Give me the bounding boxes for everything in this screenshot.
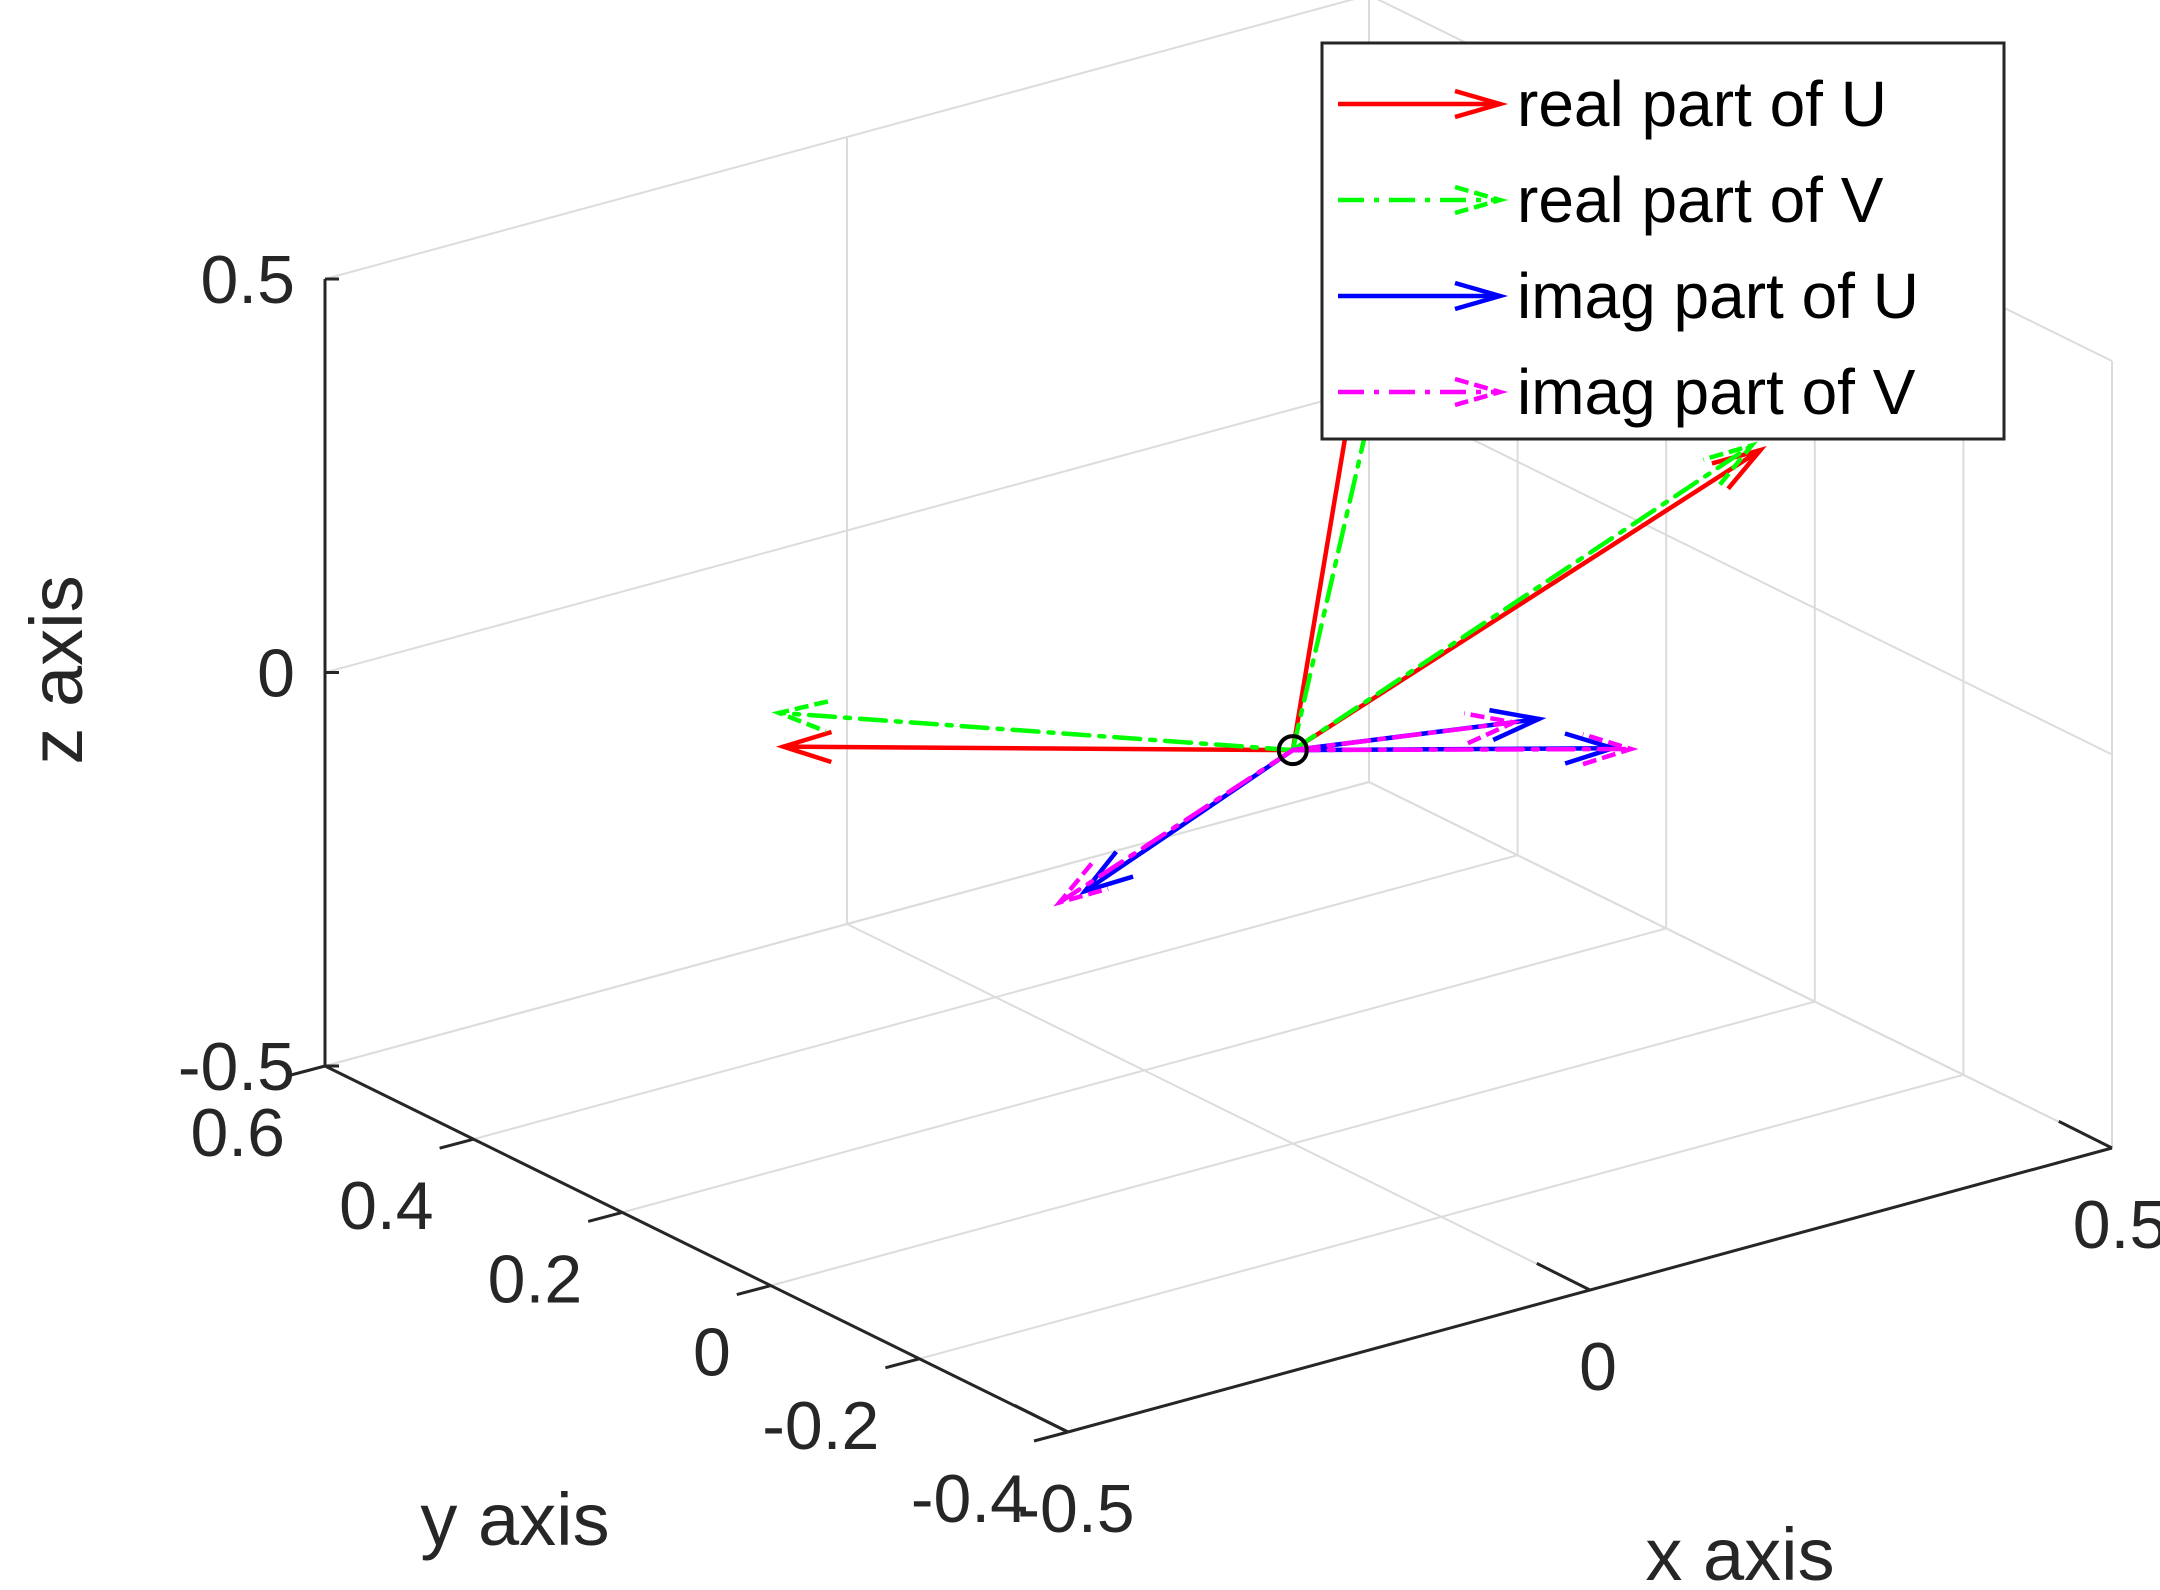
y-tick-label: -0.2 bbox=[762, 1388, 879, 1464]
x-tick-label: -0.5 bbox=[1017, 1471, 1134, 1547]
y-tick-label: 0 bbox=[693, 1315, 731, 1391]
grid-line bbox=[473, 854, 1518, 1141]
legend-arrowhead bbox=[1454, 184, 1509, 216]
grid-line bbox=[621, 927, 1667, 1214]
y-tick bbox=[290, 1064, 326, 1077]
legend-arrowhead bbox=[1454, 280, 1509, 312]
arrowhead bbox=[771, 699, 829, 734]
arrowhead bbox=[1702, 441, 1758, 487]
z-tick-label: -0.5 bbox=[178, 1029, 295, 1105]
arrowhead bbox=[1078, 850, 1134, 896]
vector-4-1 bbox=[1290, 746, 1634, 753]
y-tick-label: 0.4 bbox=[339, 1168, 434, 1244]
tick-labels: -0.5 0 0.5 0.6 0.4 0.2 0 -0.2 -0.4 0.5 0 -0.5 bbox=[178, 242, 2160, 1547]
y-tick-label: 0.6 bbox=[190, 1095, 285, 1171]
vector-4-2 bbox=[1057, 747, 1296, 905]
axes bbox=[290, 277, 2113, 1443]
y-tick-label: -0.4 bbox=[911, 1461, 1028, 1537]
origin-marker bbox=[1276, 734, 1309, 767]
arrowhead bbox=[1582, 732, 1639, 767]
vector-2-3 bbox=[1290, 335, 1390, 753]
x-tick-label: 0 bbox=[1579, 1329, 1617, 1405]
grid-line bbox=[324, 387, 1370, 674]
legend-label: real part of U bbox=[1517, 68, 1887, 140]
arrowhead bbox=[1489, 707, 1547, 742]
y-tick bbox=[439, 1137, 474, 1150]
y-axis-line bbox=[324, 1064, 1069, 1434]
x-tick bbox=[1014, 1404, 1069, 1434]
legend-arrowhead bbox=[1454, 88, 1509, 120]
x-tick bbox=[1536, 1262, 1591, 1292]
vector-2-1 bbox=[776, 710, 1296, 753]
vector-1-2 bbox=[1290, 447, 1763, 753]
grid-line bbox=[324, 781, 1370, 1067]
grid-line bbox=[1368, 781, 2113, 1149]
y-tick bbox=[736, 1284, 772, 1297]
arrowhead bbox=[775, 729, 833, 765]
grid-line bbox=[846, 923, 1591, 1291]
z-tick-label: 0.5 bbox=[200, 242, 295, 318]
legend-label: imag part of V bbox=[1517, 356, 1916, 428]
legend-arrowhead bbox=[1454, 376, 1509, 408]
legend-label: real part of V bbox=[1517, 164, 1884, 236]
legend: real part of U real part of V imag part of… bbox=[1320, 41, 2006, 441]
legend-label: imag part of U bbox=[1517, 260, 1919, 332]
x-axis-label: x axis bbox=[1645, 1513, 1834, 1590]
y-tick bbox=[885, 1357, 920, 1370]
legend-box bbox=[1320, 41, 2006, 441]
vector-2-2 bbox=[1290, 443, 1754, 753]
y-tick bbox=[587, 1210, 623, 1223]
vector-4-3 bbox=[1290, 720, 1516, 753]
x-tick-label: 0.5 bbox=[2073, 1187, 2160, 1263]
z-tick-label: 0 bbox=[257, 636, 295, 712]
arrowhead bbox=[1053, 862, 1109, 907]
z-axis-label: z axis bbox=[15, 575, 98, 764]
y-tick bbox=[1033, 1430, 1069, 1443]
arrowhead bbox=[1463, 711, 1522, 746]
grid-line bbox=[919, 1073, 1964, 1360]
y-tick-label: 0.2 bbox=[488, 1241, 583, 1317]
vector-1-1 bbox=[781, 744, 1296, 753]
y-axis-label: y axis bbox=[420, 1478, 609, 1561]
x-tick bbox=[2058, 1120, 2113, 1150]
grid-line bbox=[770, 1000, 1816, 1287]
grid-line bbox=[1368, 387, 2113, 756]
grid-line bbox=[324, 0, 1355, 280]
